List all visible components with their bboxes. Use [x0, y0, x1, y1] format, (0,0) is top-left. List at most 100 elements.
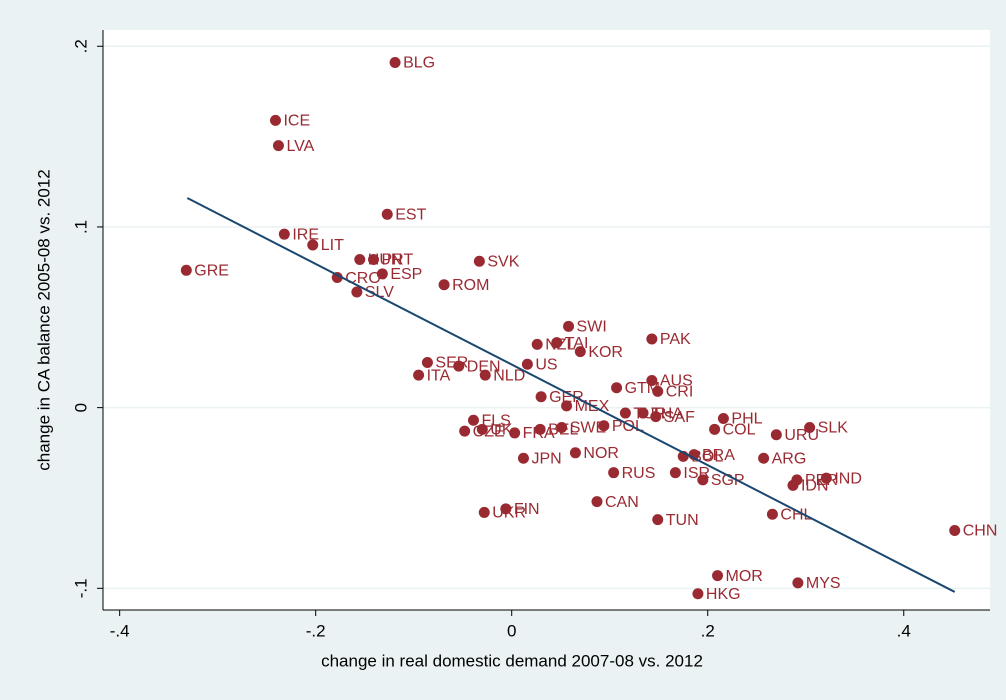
point — [608, 467, 620, 479]
point — [421, 356, 433, 368]
point-label: LIT — [321, 237, 344, 254]
point-label: JPN — [531, 450, 561, 467]
point — [551, 337, 563, 349]
x-tick-label: 0 — [507, 621, 516, 640]
point — [180, 264, 192, 276]
point — [652, 385, 664, 397]
point — [669, 467, 681, 479]
point — [368, 253, 380, 265]
point-label: PAK — [660, 331, 691, 348]
point — [591, 496, 603, 508]
point-label: ROM — [452, 277, 489, 294]
point — [619, 407, 631, 419]
point — [792, 577, 804, 589]
point-label: URU — [784, 427, 819, 444]
y-tick-label: .1 — [71, 220, 90, 234]
point — [479, 369, 491, 381]
point — [509, 427, 521, 439]
point-label: DEN — [467, 358, 501, 375]
point — [459, 425, 471, 437]
point-label: SWE — [570, 420, 606, 437]
point — [351, 286, 363, 298]
point — [787, 479, 799, 491]
point — [269, 114, 281, 126]
point — [563, 320, 575, 332]
point-label: MOR — [726, 568, 763, 585]
point-label: PRT — [382, 252, 414, 269]
point — [517, 452, 529, 464]
point — [278, 228, 290, 240]
point — [766, 508, 778, 520]
point-label: CRI — [666, 384, 694, 401]
fit-line — [186, 197, 956, 593]
point — [381, 208, 393, 220]
point — [712, 570, 724, 582]
point — [331, 272, 343, 284]
point-label: NLD — [493, 367, 525, 384]
point-label: SLV — [365, 284, 394, 301]
point-label: ARG — [772, 450, 807, 467]
point — [598, 420, 610, 432]
point-label: UKR — [492, 505, 526, 522]
point-label: POL — [612, 418, 644, 435]
point-label: SVK — [487, 253, 519, 270]
point — [438, 279, 450, 291]
point — [534, 423, 546, 435]
point-label: GER — [549, 389, 584, 406]
point — [949, 524, 961, 536]
point — [521, 358, 533, 370]
point-label: NOR — [583, 445, 619, 462]
y-tick-label: 0 — [71, 403, 90, 412]
point-label: SWI — [577, 319, 607, 336]
point — [307, 239, 319, 251]
point — [272, 140, 284, 152]
point-label: BRA — [702, 447, 735, 464]
point — [652, 514, 664, 526]
point — [697, 474, 709, 486]
point-label: LVA — [286, 138, 314, 155]
point — [646, 375, 658, 387]
point — [709, 423, 721, 435]
point-label: ICE — [283, 113, 310, 130]
point — [646, 333, 658, 345]
point-label: TUN — [666, 512, 699, 529]
point-label: RUS — [622, 465, 656, 482]
point-label: SLK — [818, 420, 849, 437]
point-label: IND — [834, 470, 862, 487]
point-label: UK — [490, 422, 513, 439]
point — [692, 588, 704, 600]
point-label: US — [535, 356, 557, 373]
point — [478, 506, 490, 518]
point-label: IRE — [292, 226, 319, 243]
y-tick-label: -.1 — [71, 578, 90, 598]
y-tick-label: .2 — [71, 39, 90, 53]
point — [413, 369, 425, 381]
point-label: HKG — [706, 586, 741, 603]
point — [354, 253, 366, 265]
x-tick-label: -.4 — [110, 621, 130, 640]
plot-region — [103, 30, 990, 610]
point — [376, 268, 388, 280]
point — [561, 400, 573, 412]
point-label: ITA — [427, 367, 451, 384]
point-label: CHN — [963, 523, 998, 540]
point — [574, 346, 586, 358]
point — [535, 391, 547, 403]
point — [500, 503, 512, 515]
point-label: FIN — [514, 501, 540, 518]
x-tick-label: .4 — [897, 621, 911, 640]
y-axis-title: change in CA balance 2005-08 vs. 2012 — [34, 169, 53, 471]
point — [717, 412, 729, 424]
point — [637, 407, 649, 419]
point — [389, 57, 401, 69]
point — [770, 429, 782, 441]
point-label: MYS — [806, 575, 841, 592]
point-label: CAN — [605, 494, 639, 511]
point — [531, 338, 543, 350]
point-label: PHL — [731, 411, 762, 428]
x-tick-label: .2 — [701, 621, 715, 640]
point-label: CRO — [345, 270, 381, 287]
point — [758, 452, 770, 464]
point-label: ESP — [390, 266, 422, 283]
